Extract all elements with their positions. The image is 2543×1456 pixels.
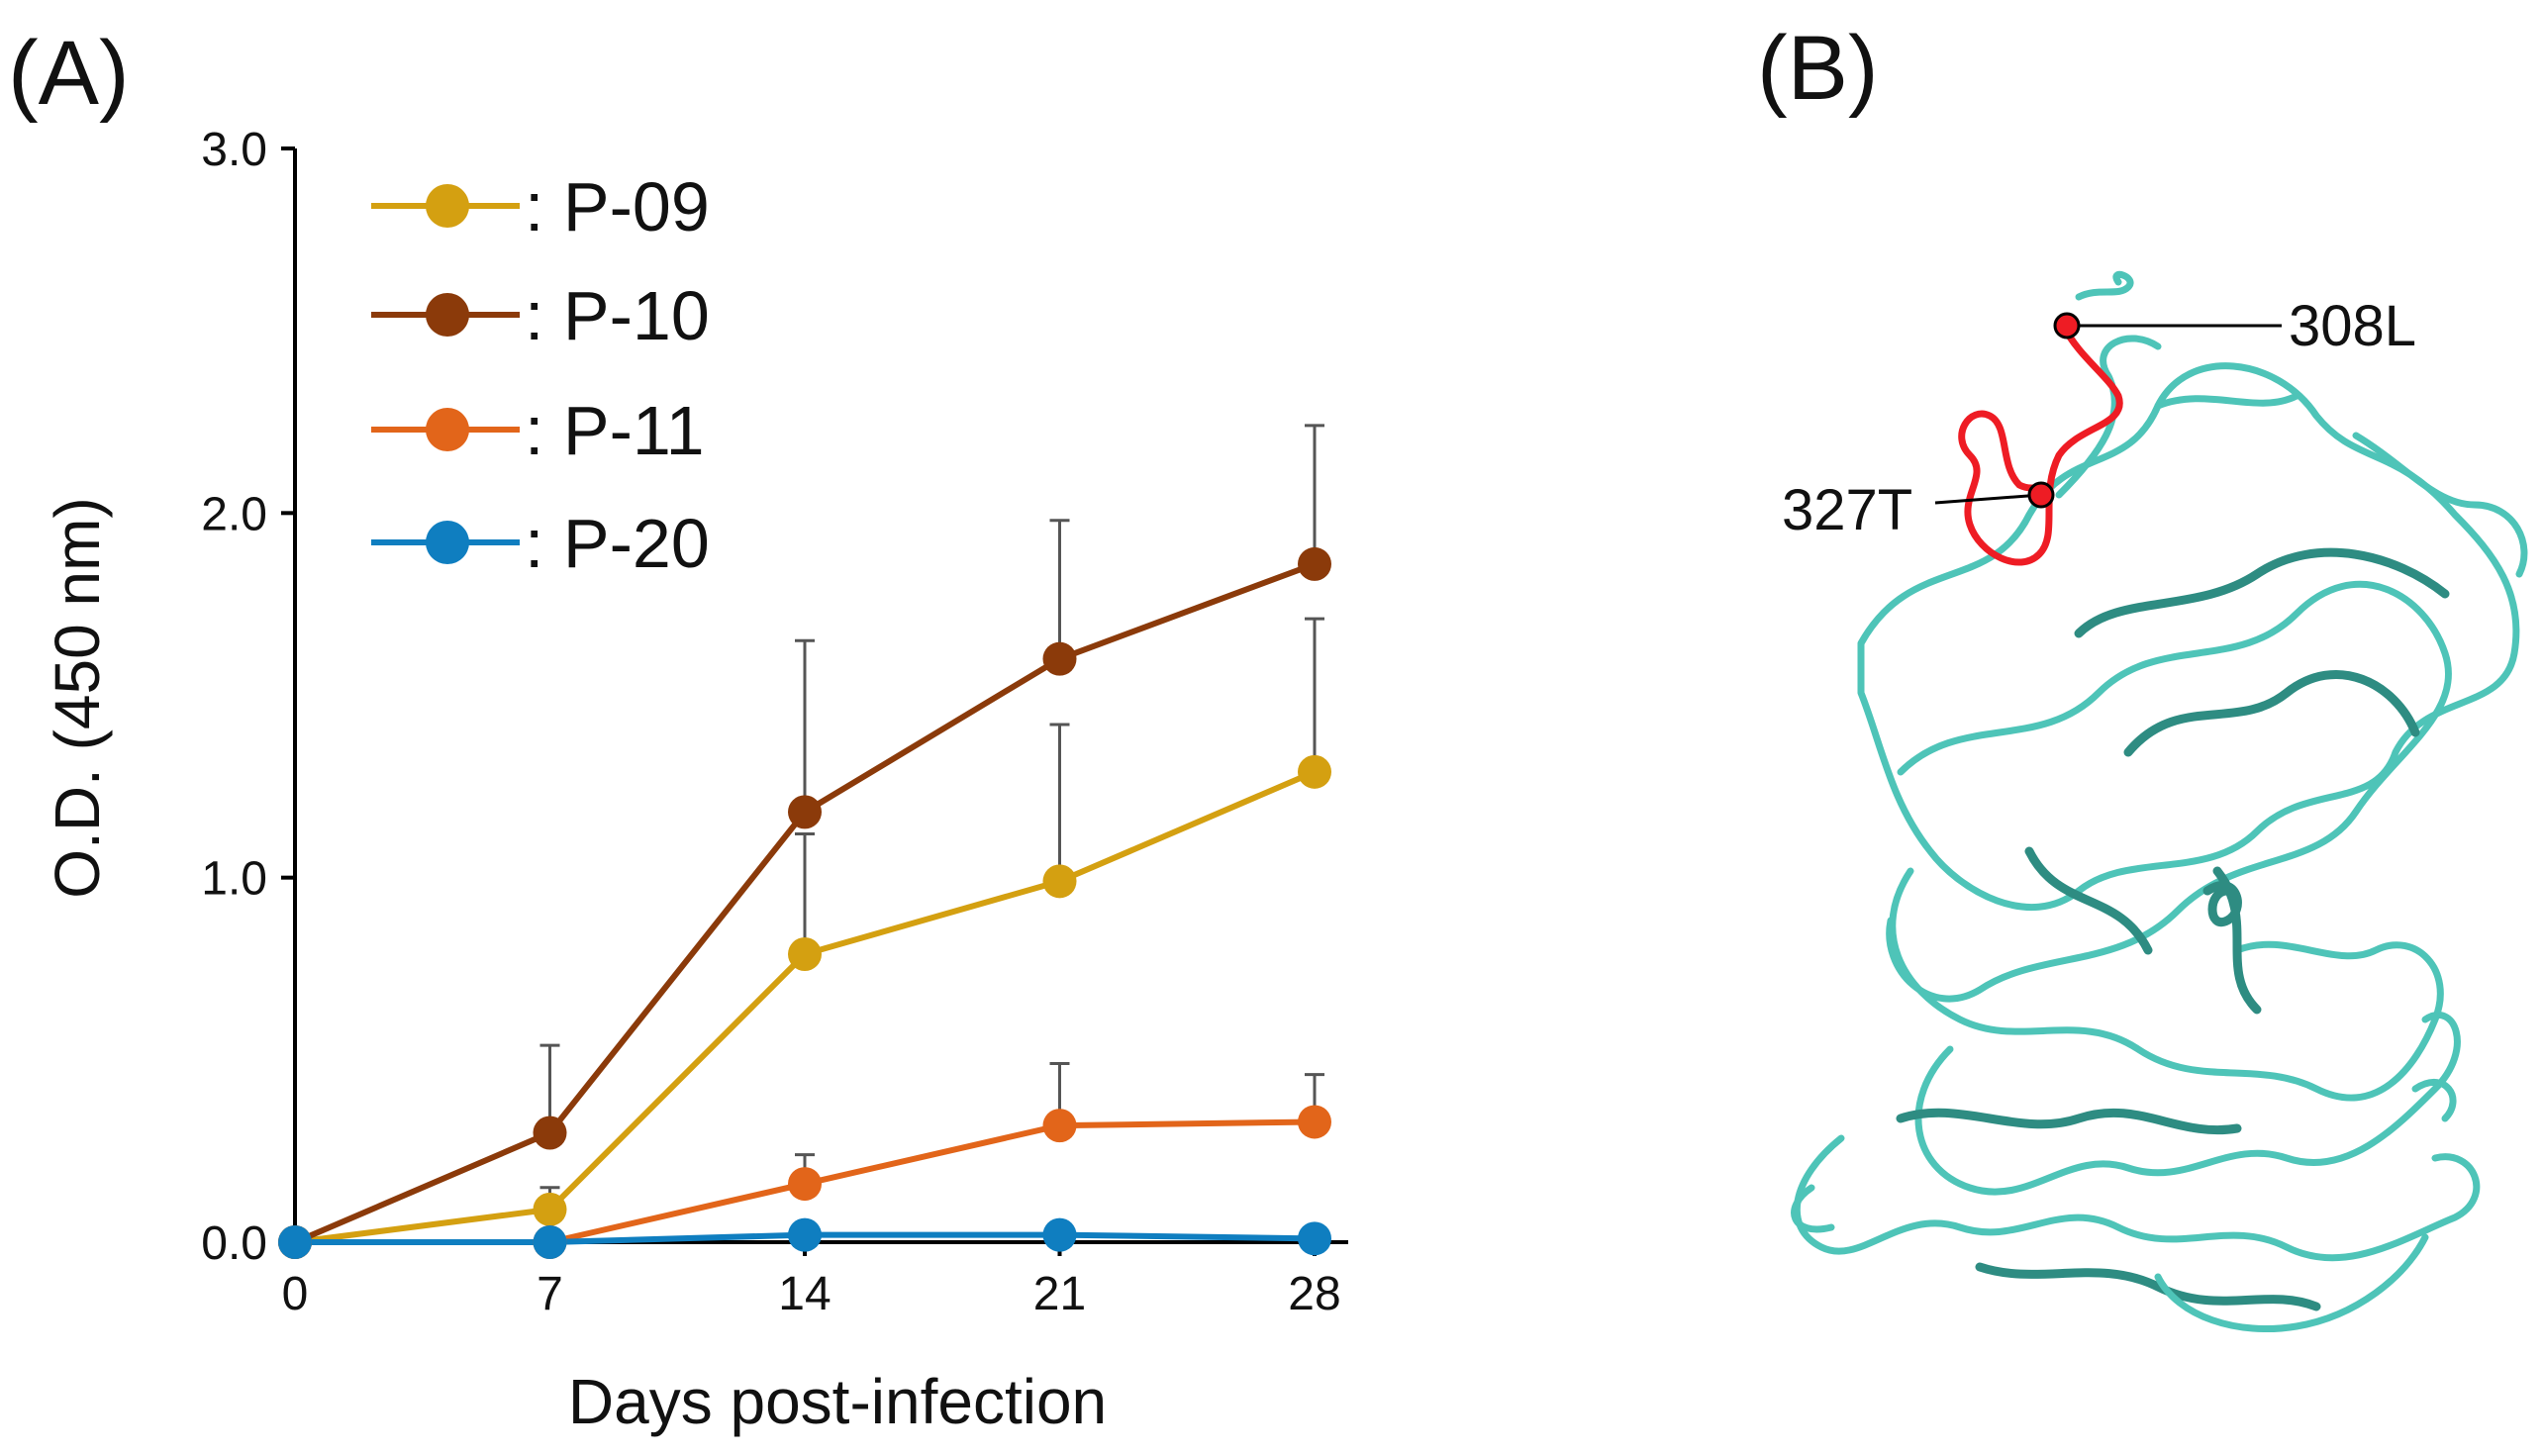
legend-marker <box>426 408 469 451</box>
y-tick-label: 0.0 <box>201 1217 267 1270</box>
data-point <box>1042 864 1077 899</box>
data-point <box>1042 1109 1077 1143</box>
legend-label: : P-11 <box>525 392 705 469</box>
ribbon-trace-5 <box>2024 846 2262 1015</box>
ribbon-trace-11 <box>2075 270 2134 301</box>
y-axis-title: O.D. (450 nm) <box>42 497 113 898</box>
annotation-label-308l: 308L <box>2289 294 2416 358</box>
data-point <box>1298 546 1331 581</box>
y-ticks: 0.0 1.0 2.0 3.0 <box>201 124 295 1270</box>
annotation-dot-308l <box>2053 312 2081 340</box>
data-point <box>1298 754 1331 789</box>
legend-marker <box>426 521 469 564</box>
x-ticks: 0 7 14 21 28 <box>282 1242 1341 1320</box>
annotation-label-327t: 327T <box>1782 478 1912 542</box>
data-point <box>1298 1105 1331 1139</box>
x-tick-label: 0 <box>282 1268 309 1320</box>
annotation-line-327t <box>1934 493 2042 505</box>
data-point <box>1042 1217 1077 1252</box>
data-point <box>533 1192 567 1226</box>
legend-label: : P-20 <box>525 505 710 582</box>
x-tick-label: 14 <box>778 1268 831 1320</box>
data-point <box>533 1116 567 1150</box>
legend-marker <box>426 293 469 337</box>
panel-b-label: (B) <box>1757 18 1879 119</box>
ribbon-trace-6 <box>1914 1011 2461 1196</box>
panel-b: (B) 308L 327T <box>1757 18 2528 1333</box>
panel-a-label: (A) <box>8 23 130 124</box>
x-tick-label: 28 <box>1288 1268 1340 1320</box>
y-tick-label: 1.0 <box>201 853 267 906</box>
legend: : P-09 : P-10 : P-11 : P-20 <box>371 168 710 582</box>
x-axis-title: Days post-infection <box>568 1366 1107 1437</box>
data-point <box>788 937 822 972</box>
y-tick-label: 2.0 <box>201 488 267 540</box>
legend-label: : P-10 <box>525 277 710 354</box>
data-point <box>278 1225 312 1259</box>
annotation-dot-327t <box>2027 481 2055 509</box>
x-tick-label: 7 <box>537 1268 563 1320</box>
series-points <box>278 546 1331 1259</box>
protein-structure-ribbon <box>1791 270 2528 1333</box>
ribbon-trace-9 <box>1791 1079 2457 1333</box>
data-point <box>788 1217 822 1252</box>
ribbon-trace-8 <box>1896 1108 2321 1311</box>
ribbon-trace-7 <box>1793 1134 2481 1262</box>
legend-label: : P-09 <box>525 168 710 245</box>
x-tick-label: 21 <box>1033 1268 1086 1320</box>
data-point <box>788 795 822 829</box>
panel-a: (A) 0.01.02.03.0 0 7 14 21 28 O.D. (450 nm) … <box>8 23 1348 1437</box>
legend-marker <box>426 184 469 228</box>
data-point <box>533 1225 567 1259</box>
data-point <box>1042 641 1077 676</box>
y-tick-label: 3.0 <box>201 124 267 176</box>
ribbon-trace-2 <box>1886 580 2452 1003</box>
ribbon-trace-4 <box>1889 867 2444 1102</box>
data-point <box>788 1167 822 1202</box>
ribbon-trace-1 <box>1857 362 2520 912</box>
loop-highlight-red <box>1958 323 2123 566</box>
ribbon-trace-10 <box>2055 335 2528 578</box>
ribbon-trace-3 <box>2074 547 2450 757</box>
data-point <box>1298 1221 1331 1256</box>
